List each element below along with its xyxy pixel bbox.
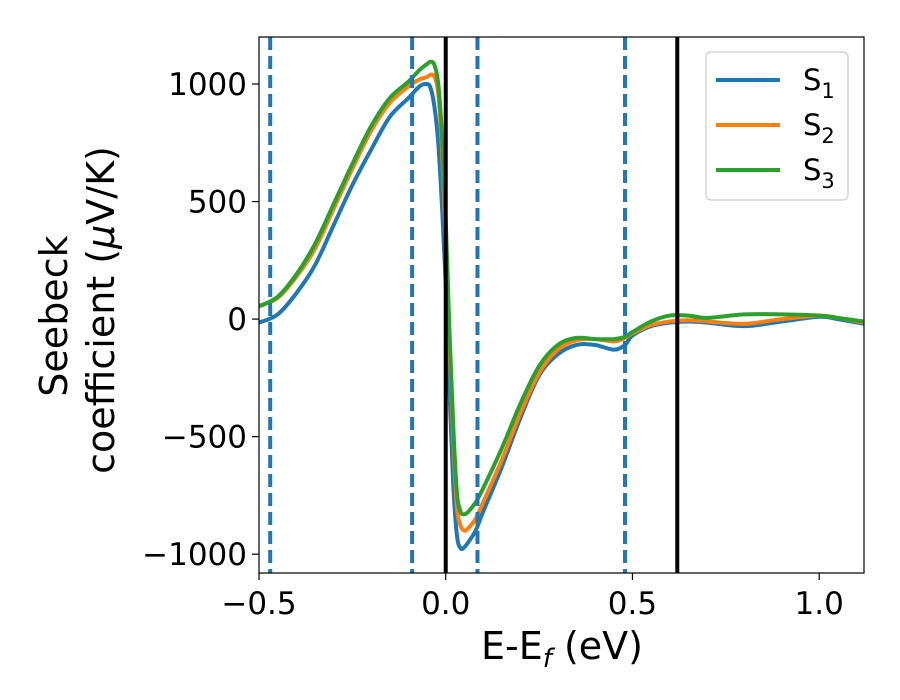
y-axis-label: Seebeck coefficient (μV/K) [32, 146, 123, 474]
axes: −0.5 0.0 0.5 1.0 −1000 −500 0 500 1000 [142, 36, 865, 622]
plot-clip-group [259, 37, 864, 573]
y-tick-label: 0 [227, 302, 247, 338]
y-tick-label: 1000 [168, 67, 247, 103]
y-axis-label-line1: Seebeck [32, 235, 76, 396]
x-tick-label: 0.0 [421, 586, 470, 622]
y-axis-label-line2: coefficient (μV/K) [79, 146, 123, 474]
axes-frame [258, 36, 865, 574]
y-tick-label: 500 [188, 185, 247, 221]
legend: S1 S2 S3 [705, 51, 849, 201]
x-tick-label: −0.5 [221, 586, 296, 622]
legend-label-s2: S2 [803, 108, 835, 148]
x-axis-label: E-Ef (eV) [481, 624, 643, 674]
legend-label-s1: S1 [803, 63, 835, 103]
plot-area [259, 37, 864, 573]
x-tick-label: 0.5 [608, 586, 657, 622]
y-tick-label: −500 [162, 420, 247, 456]
series-line-s3 [259, 59, 864, 517]
y-tick-label: −1000 [142, 537, 247, 573]
series-line-s2 [259, 72, 864, 533]
x-tick-label: 1.0 [795, 586, 844, 622]
legend-label-s3: S3 [803, 153, 835, 193]
